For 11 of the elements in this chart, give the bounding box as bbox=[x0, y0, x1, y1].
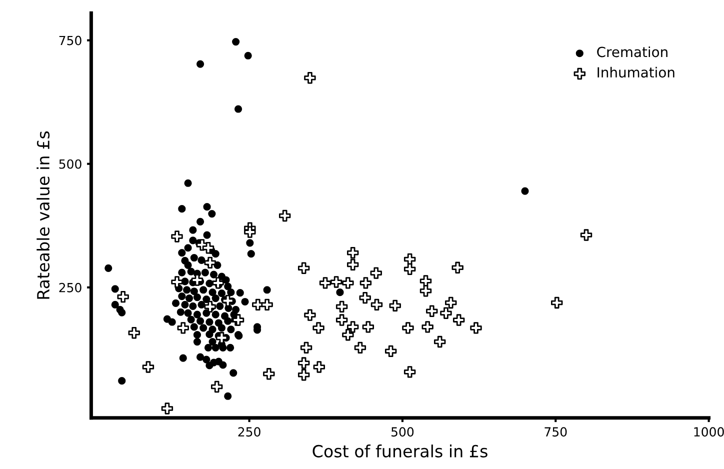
x-tick-label: 1000 bbox=[694, 427, 724, 437]
y-tick-label: 250 bbox=[59, 282, 82, 292]
legend-label: Cremation bbox=[597, 46, 668, 58]
legend-label: Inhumation bbox=[598, 66, 674, 78]
x-tick-label: 750 bbox=[544, 427, 567, 437]
y-tick-label: 750 bbox=[59, 36, 82, 46]
y-axis-title: Rateable value in £s bbox=[36, 131, 50, 299]
y-tick-label: 500 bbox=[59, 159, 82, 169]
x-axis-title: Cost of funerals in £s bbox=[312, 444, 488, 458]
x-tick-label: 500 bbox=[391, 427, 414, 437]
x-tick-label: 250 bbox=[238, 427, 260, 437]
